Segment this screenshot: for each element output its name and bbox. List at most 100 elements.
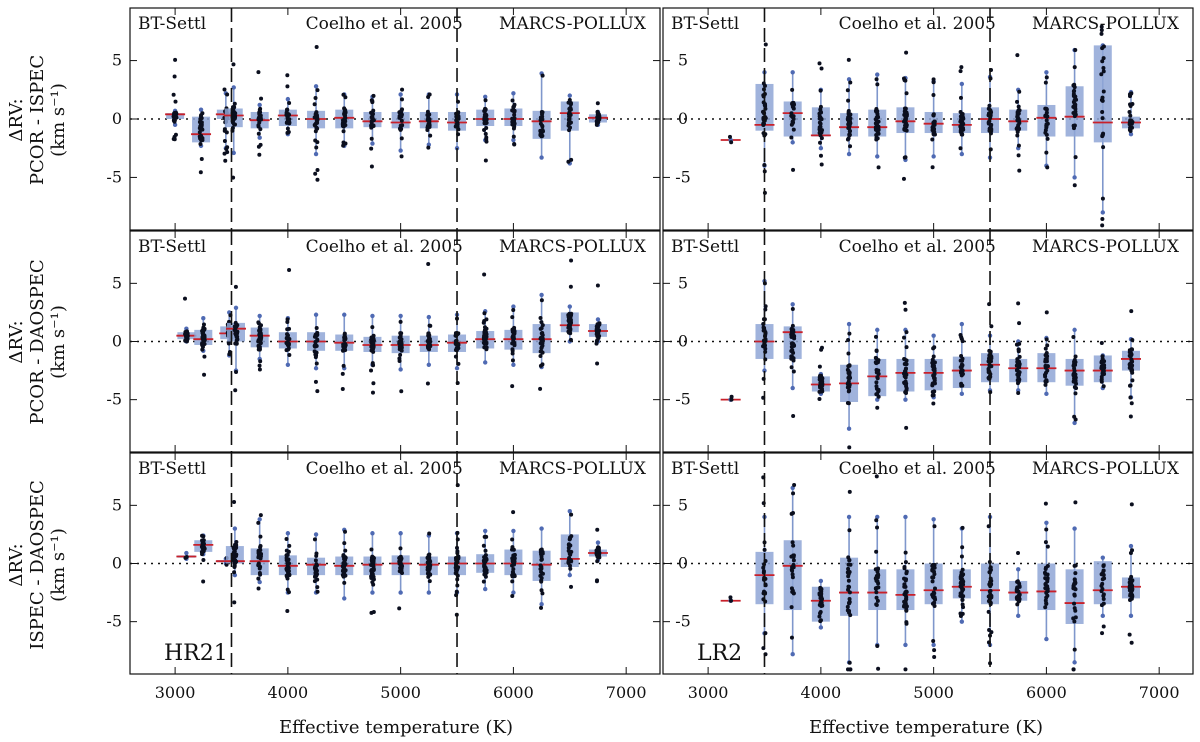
- data-point: [902, 603, 907, 608]
- data-point: [1101, 89, 1106, 94]
- data-point: [903, 593, 908, 598]
- data-point: [819, 162, 824, 167]
- data-point: [233, 332, 238, 337]
- data-point: [399, 154, 404, 159]
- data-point: [1130, 370, 1135, 375]
- data-point: [873, 121, 878, 126]
- data-point: [484, 332, 489, 337]
- data-point: [233, 284, 238, 289]
- y-tick-label: 0: [678, 554, 688, 573]
- data-point: [482, 559, 487, 564]
- data-point: [173, 132, 178, 137]
- data-point: [510, 327, 515, 332]
- data-point: [371, 381, 376, 386]
- data-point: [313, 171, 318, 176]
- data-point: [1101, 369, 1106, 374]
- panel-frame: [662, 230, 1194, 453]
- x-tick-label: 4000: [801, 683, 842, 702]
- data-point: [256, 520, 261, 525]
- model-label-coelho: Coelho et al. 2005: [306, 237, 463, 257]
- model-label-bt-settl: BT-Settl: [671, 237, 739, 257]
- data-point: [595, 553, 600, 558]
- whisker-cap: [398, 148, 403, 153]
- whisker-cap: [931, 642, 936, 648]
- data-point: [539, 554, 544, 559]
- data-point: [200, 127, 205, 132]
- whisker-cap: [567, 572, 572, 578]
- data-point: [569, 512, 574, 517]
- row0-ylabel-line2: PCOR - ISPEC: [27, 55, 48, 185]
- data-point: [231, 122, 236, 127]
- x-tick-label: 7000: [606, 683, 647, 702]
- data-point: [314, 325, 319, 330]
- data-point: [233, 325, 238, 330]
- data-point: [370, 572, 375, 577]
- data-point: [568, 337, 573, 342]
- data-point: [1072, 97, 1077, 102]
- data-point: [1043, 576, 1048, 581]
- data-point: [763, 307, 768, 312]
- whisker-cap: [285, 531, 291, 536]
- model-label-bt-settl: BT-Settl: [138, 459, 206, 479]
- y-tick-label: 5: [678, 51, 688, 70]
- data-point: [1015, 357, 1020, 362]
- data-point: [762, 163, 767, 168]
- data-point: [182, 296, 187, 301]
- data-point: [312, 537, 317, 542]
- data-point: [284, 555, 289, 560]
- data-point: [568, 552, 573, 557]
- data-point: [790, 87, 795, 92]
- data-point: [846, 116, 851, 121]
- whisker-cap: [511, 137, 516, 143]
- data-point: [198, 142, 203, 147]
- data-point: [790, 572, 795, 577]
- data-point: [876, 388, 881, 393]
- data-point: [426, 261, 431, 266]
- data-point: [1100, 132, 1105, 137]
- data-point: [425, 112, 430, 117]
- data-point: [1099, 72, 1104, 77]
- data-point: [1127, 92, 1132, 97]
- data-point: [225, 145, 230, 150]
- data-point: [539, 570, 544, 575]
- whisker-cap: [511, 91, 516, 96]
- data-point: [511, 134, 516, 139]
- data-point: [874, 132, 879, 137]
- data-point: [932, 345, 937, 350]
- data-point: [284, 536, 289, 541]
- data-point: [904, 596, 909, 601]
- data-point: [987, 103, 992, 108]
- data-point: [397, 555, 402, 560]
- data-point: [399, 118, 404, 123]
- data-point: [342, 580, 347, 585]
- data-point: [1043, 80, 1048, 85]
- whisker-cap: [313, 84, 319, 89]
- data-point: [818, 618, 823, 623]
- whisker-cap: [875, 154, 880, 159]
- data-point: [847, 601, 852, 606]
- data-point: [510, 593, 515, 598]
- data-point: [172, 74, 177, 79]
- data-point: [426, 342, 431, 347]
- data-point: [454, 566, 459, 571]
- data-point: [847, 123, 852, 128]
- data-point: [369, 98, 374, 103]
- data-point: [1017, 341, 1022, 346]
- row-ylabel-0: ΔRV: PCOR - ISPEC (km s⁻¹): [6, 55, 69, 185]
- data-point: [510, 351, 515, 356]
- whisker-cap: [539, 602, 544, 607]
- data-point: [960, 383, 965, 388]
- data-point: [761, 646, 766, 651]
- data-point: [369, 123, 374, 128]
- data-point: [540, 341, 545, 346]
- whisker-cap: [818, 146, 824, 151]
- data-point: [315, 577, 320, 582]
- data-point: [1129, 358, 1134, 363]
- data-point: [1071, 373, 1076, 378]
- data-point: [258, 115, 263, 120]
- data-point: [595, 116, 600, 121]
- data-point: [426, 94, 431, 99]
- data-point: [399, 348, 404, 353]
- data-point: [959, 573, 964, 578]
- data-point: [1044, 106, 1049, 111]
